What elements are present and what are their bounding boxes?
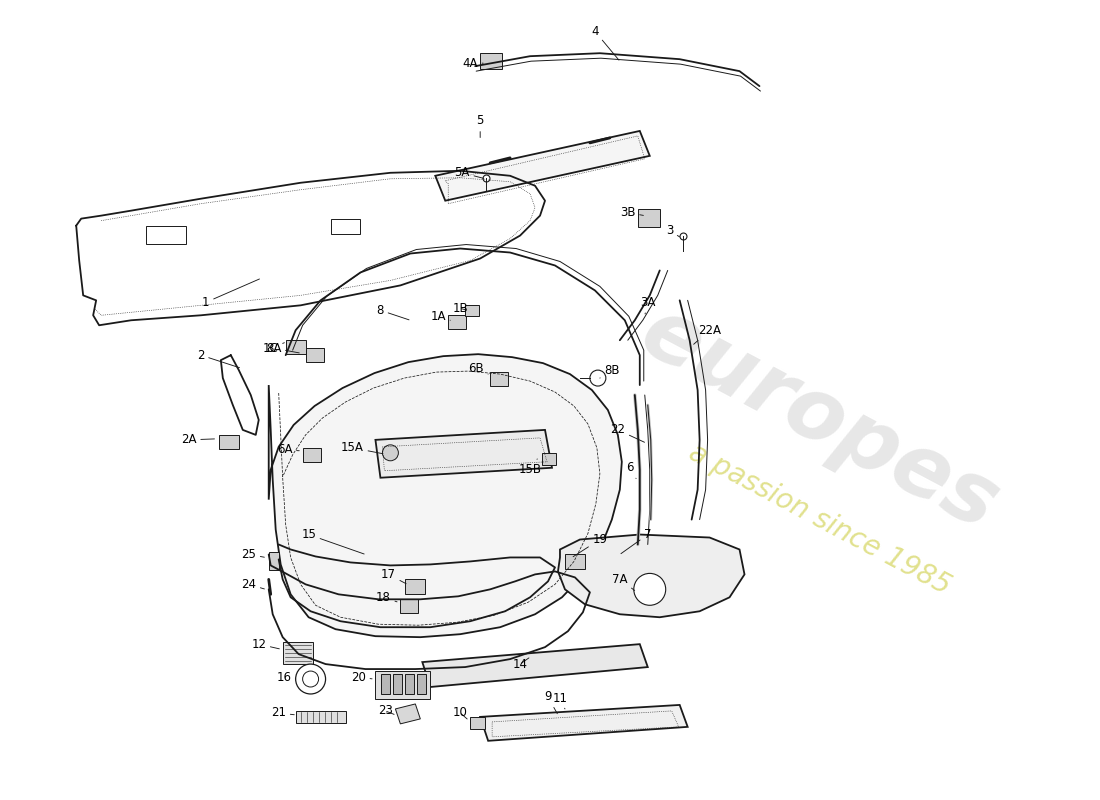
Polygon shape xyxy=(268,354,622,637)
Text: 15B: 15B xyxy=(518,459,541,476)
Text: 9: 9 xyxy=(544,690,558,714)
Text: 1A: 1A xyxy=(430,310,450,322)
Bar xyxy=(375,671,430,699)
Text: 10: 10 xyxy=(453,706,468,719)
Bar xyxy=(542,453,556,465)
Text: 7: 7 xyxy=(621,528,651,554)
Text: europes: europes xyxy=(627,291,1012,549)
Text: 3B: 3B xyxy=(620,206,644,219)
Text: 6B: 6B xyxy=(469,362,488,374)
Text: 15: 15 xyxy=(301,528,364,554)
Text: 17: 17 xyxy=(381,568,406,584)
Polygon shape xyxy=(558,534,745,618)
Text: 3A: 3A xyxy=(640,296,656,314)
Bar xyxy=(146,226,186,243)
Text: 1: 1 xyxy=(202,279,260,309)
Bar xyxy=(449,315,466,330)
Text: 2A: 2A xyxy=(182,434,214,446)
Bar xyxy=(283,642,312,664)
Polygon shape xyxy=(395,704,420,724)
Text: 5: 5 xyxy=(476,114,484,138)
Bar xyxy=(394,674,403,694)
Text: 8B: 8B xyxy=(600,364,619,378)
Text: 16: 16 xyxy=(276,670,296,683)
Text: 25: 25 xyxy=(241,548,264,561)
Text: 15A: 15A xyxy=(341,442,382,454)
Text: 22: 22 xyxy=(610,423,645,442)
Text: 8A: 8A xyxy=(266,342,299,354)
Circle shape xyxy=(296,664,326,694)
Polygon shape xyxy=(375,430,552,478)
Bar xyxy=(417,674,427,694)
Bar xyxy=(481,54,502,69)
Text: 11: 11 xyxy=(552,693,568,709)
Bar xyxy=(331,218,361,234)
Text: 22A: 22A xyxy=(694,324,722,344)
Text: 24: 24 xyxy=(241,578,264,591)
Text: 23: 23 xyxy=(378,705,394,718)
Bar xyxy=(638,209,660,226)
Text: 6: 6 xyxy=(626,462,636,478)
Text: 1C: 1C xyxy=(263,342,285,354)
Text: 14: 14 xyxy=(513,658,529,670)
Text: 5A: 5A xyxy=(454,166,484,179)
Bar xyxy=(565,554,585,570)
Polygon shape xyxy=(481,705,688,741)
Circle shape xyxy=(634,574,665,606)
Bar xyxy=(406,674,415,694)
Text: 20: 20 xyxy=(351,670,372,683)
Text: 7A: 7A xyxy=(612,573,635,590)
Text: 21: 21 xyxy=(272,706,295,719)
Bar xyxy=(406,579,426,594)
Bar xyxy=(470,717,485,729)
Text: 1B: 1B xyxy=(452,302,468,315)
Text: 3: 3 xyxy=(666,224,680,237)
Polygon shape xyxy=(422,644,648,687)
Text: 4A: 4A xyxy=(462,57,483,70)
Bar xyxy=(302,448,320,462)
Text: 4: 4 xyxy=(591,25,619,60)
Bar xyxy=(219,435,239,449)
Bar xyxy=(268,553,278,570)
Text: a passion since 1985: a passion since 1985 xyxy=(684,438,955,601)
Bar xyxy=(465,306,480,316)
Text: 19: 19 xyxy=(573,533,607,557)
Bar xyxy=(400,599,418,614)
Circle shape xyxy=(383,445,398,461)
Bar xyxy=(306,348,323,362)
Text: 18: 18 xyxy=(376,591,397,604)
Text: 12: 12 xyxy=(251,638,279,650)
Bar xyxy=(491,372,508,386)
Polygon shape xyxy=(436,131,650,201)
Bar xyxy=(382,674,390,694)
Bar xyxy=(296,711,345,723)
Text: 8: 8 xyxy=(376,304,409,320)
Text: 2: 2 xyxy=(197,349,240,368)
Circle shape xyxy=(590,370,606,386)
Bar xyxy=(286,340,306,354)
Text: 6A: 6A xyxy=(277,443,299,456)
